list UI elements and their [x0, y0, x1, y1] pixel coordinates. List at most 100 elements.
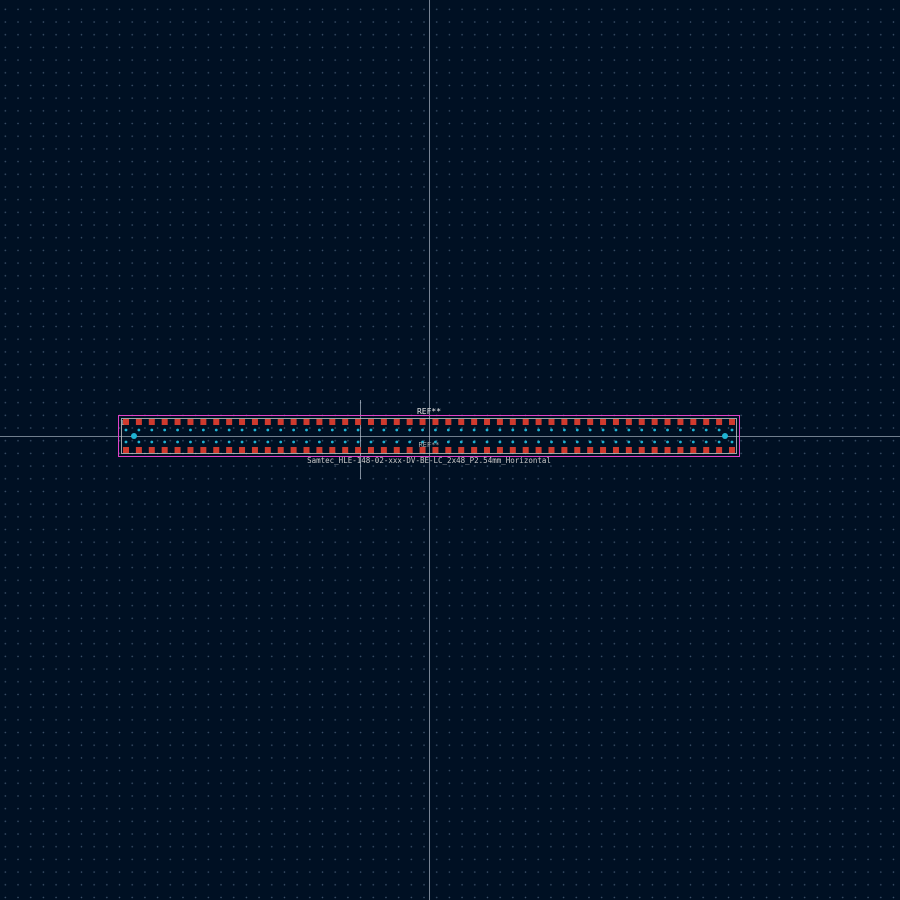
pad-top[interactable] [175, 419, 181, 425]
pad-bottom[interactable] [677, 447, 683, 453]
pad-bottom[interactable] [187, 447, 193, 453]
pad-top[interactable] [316, 419, 322, 425]
pad-bottom[interactable] [536, 447, 542, 453]
pad-top[interactable] [665, 419, 671, 425]
pad-top[interactable] [265, 419, 271, 425]
pad-bottom[interactable] [162, 447, 168, 453]
pad-top[interactable] [149, 419, 155, 425]
pad-bottom[interactable] [304, 447, 310, 453]
pad-top[interactable] [548, 419, 554, 425]
pad-bottom[interactable] [613, 447, 619, 453]
pad-top[interactable] [239, 419, 245, 425]
pad-bottom[interactable] [213, 447, 219, 453]
pad-top[interactable] [342, 419, 348, 425]
pad-bottom[interactable] [458, 447, 464, 453]
pad-bottom[interactable] [278, 447, 284, 453]
pad-top[interactable] [381, 419, 387, 425]
pad-top[interactable] [626, 419, 632, 425]
pad-bottom[interactable] [342, 447, 348, 453]
pad-bottom[interactable] [639, 447, 645, 453]
pad-top[interactable] [690, 419, 696, 425]
pad-top[interactable] [536, 419, 542, 425]
pad-top[interactable] [484, 419, 490, 425]
pad-top[interactable] [574, 419, 580, 425]
pad-top[interactable] [200, 419, 206, 425]
pad-bottom[interactable] [252, 447, 258, 453]
pad-bottom[interactable] [690, 447, 696, 453]
pad-bottom[interactable] [626, 447, 632, 453]
pad-bottom[interactable] [226, 447, 232, 453]
pad-bottom[interactable] [381, 447, 387, 453]
pad-bottom[interactable] [394, 447, 400, 453]
pad-bottom[interactable] [175, 447, 181, 453]
pad-top[interactable] [278, 419, 284, 425]
pad-bottom[interactable] [652, 447, 658, 453]
pad-top[interactable] [716, 419, 722, 425]
pad-top[interactable] [510, 419, 516, 425]
pad-top[interactable] [355, 419, 361, 425]
pad-bottom[interactable] [200, 447, 206, 453]
pad-bottom[interactable] [445, 447, 451, 453]
pad-bottom[interactable] [548, 447, 554, 453]
pad-top[interactable] [703, 419, 709, 425]
pad-top[interactable] [729, 419, 735, 425]
pad-top[interactable] [561, 419, 567, 425]
pad-top[interactable] [329, 419, 335, 425]
pad-top[interactable] [639, 419, 645, 425]
pad-bottom[interactable] [407, 447, 413, 453]
pad-bottom[interactable] [665, 447, 671, 453]
pad-top[interactable] [213, 419, 219, 425]
pad-bottom[interactable] [600, 447, 606, 453]
pad-bottom[interactable] [729, 447, 735, 453]
pad-top[interactable] [226, 419, 232, 425]
pad-top[interactable] [420, 419, 426, 425]
pad-top[interactable] [471, 419, 477, 425]
pad-top[interactable] [368, 419, 374, 425]
pad-bottom[interactable] [123, 447, 129, 453]
pad-bottom[interactable] [484, 447, 490, 453]
value-label[interactable]: Samtec_HLE-148-02-xxx-DV-BE-LC_2x48_P2.5… [307, 456, 551, 465]
pad-bottom[interactable] [471, 447, 477, 453]
pad-top[interactable] [252, 419, 258, 425]
pad-bottom[interactable] [239, 447, 245, 453]
pad-top[interactable] [291, 419, 297, 425]
reference-label[interactable]: REF** [417, 407, 441, 416]
pad-top[interactable] [304, 419, 310, 425]
pad-bottom[interactable] [716, 447, 722, 453]
pad-bottom[interactable] [523, 447, 529, 453]
pad-bottom[interactable] [368, 447, 374, 453]
pad-top[interactable] [613, 419, 619, 425]
pad-top[interactable] [677, 419, 683, 425]
mounting-hole-right[interactable] [722, 433, 728, 439]
pad-bottom[interactable] [355, 447, 361, 453]
pad-top[interactable] [162, 419, 168, 425]
pad-bottom[interactable] [149, 447, 155, 453]
pad-bottom[interactable] [136, 447, 142, 453]
pad-top[interactable] [497, 419, 503, 425]
pad-top[interactable] [445, 419, 451, 425]
pad-bottom[interactable] [316, 447, 322, 453]
pad-bottom[interactable] [587, 447, 593, 453]
pad-top[interactable] [652, 419, 658, 425]
pad-bottom[interactable] [574, 447, 580, 453]
pad-top[interactable] [136, 419, 142, 425]
pad-bottom[interactable] [497, 447, 503, 453]
pad-top[interactable] [587, 419, 593, 425]
pad-bottom[interactable] [561, 447, 567, 453]
pad-top[interactable] [523, 419, 529, 425]
drill-top [679, 429, 682, 432]
pad-top[interactable] [600, 419, 606, 425]
mounting-hole-left[interactable] [131, 433, 137, 439]
pad-bottom[interactable] [329, 447, 335, 453]
pad-bottom[interactable] [291, 447, 297, 453]
pad-top[interactable] [407, 419, 413, 425]
pad-top[interactable] [432, 419, 438, 425]
pad-top[interactable] [394, 419, 400, 425]
pad-bottom[interactable] [703, 447, 709, 453]
pad-bottom[interactable] [265, 447, 271, 453]
pad-top[interactable] [187, 419, 193, 425]
pad-top[interactable] [458, 419, 464, 425]
pad-bottom[interactable] [510, 447, 516, 453]
